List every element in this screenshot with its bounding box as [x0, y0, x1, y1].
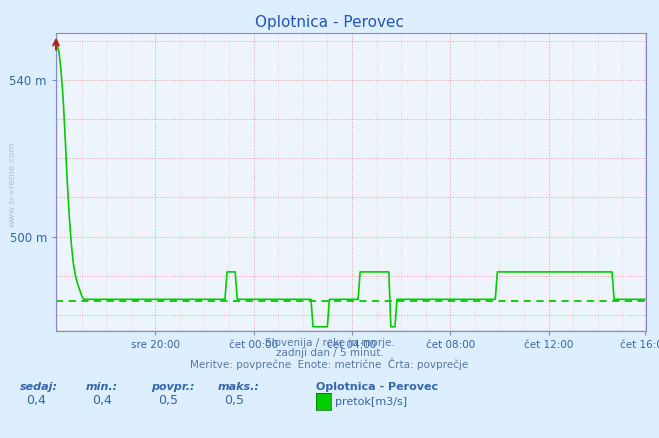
Text: sedaj:: sedaj: [20, 382, 58, 392]
Text: 0,5: 0,5 [158, 394, 178, 407]
Text: maks.:: maks.: [217, 382, 260, 392]
Text: povpr.:: povpr.: [152, 382, 195, 392]
Text: www.si-vreme.com: www.si-vreme.com [8, 141, 17, 226]
Text: pretok[m3/s]: pretok[m3/s] [335, 397, 407, 407]
Text: Slovenija / reke in morje.: Slovenija / reke in morje. [264, 338, 395, 348]
Text: 0,4: 0,4 [92, 394, 112, 407]
Text: Oplotnica - Perovec: Oplotnica - Perovec [316, 382, 438, 392]
Text: zadnji dan / 5 minut.: zadnji dan / 5 minut. [275, 348, 384, 358]
Text: Meritve: povprečne  Enote: metrične  Črta: povprečje: Meritve: povprečne Enote: metrične Črta:… [190, 358, 469, 370]
Text: 0,5: 0,5 [224, 394, 244, 407]
Text: min.:: min.: [86, 382, 118, 392]
Text: Oplotnica - Perovec: Oplotnica - Perovec [255, 15, 404, 30]
Text: 0,4: 0,4 [26, 394, 46, 407]
